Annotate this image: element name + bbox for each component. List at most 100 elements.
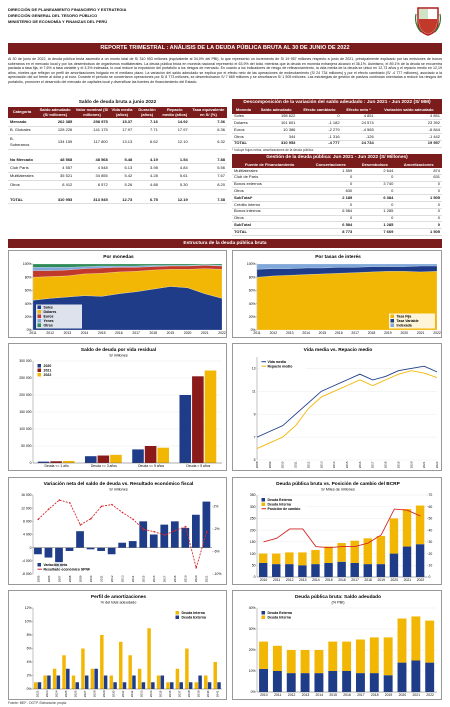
table-row: Bonos internos 6 584 1 285 0 [232, 208, 442, 216]
x-tick-label: 2019 [377, 578, 385, 582]
table-cell: 8 773 [307, 228, 355, 236]
bar [56, 675, 61, 689]
x-tick-label: 2008 [68, 575, 72, 582]
column-header: Desembolsos [354, 161, 396, 169]
x-tick-label: 2017 [357, 693, 365, 697]
bar [376, 536, 386, 565]
x-tick-label: 2027 [83, 690, 87, 697]
table-note: * Incluye flujos netos, amortizaciones d… [232, 147, 314, 152]
y2-tick-label: 20 [429, 552, 433, 556]
y2-tick-label: 60 [429, 505, 433, 509]
bar [411, 616, 421, 661]
bar [356, 673, 365, 692]
y-tick-label: 20% [249, 315, 256, 319]
bar [160, 675, 165, 689]
table-cell: 313 545 [74, 189, 110, 205]
x-tick-label: 2011 [274, 693, 281, 697]
table-row: Euros 10 386 -2 279 -4 565 -6 844 [232, 126, 442, 134]
bar [285, 552, 294, 565]
y-tick-label: 12 000 [21, 506, 31, 510]
y-tick-label: 150 [250, 540, 256, 544]
chart-title: Variación neta del saldo de deuda vs. Re… [44, 481, 194, 487]
coat-of-arms [415, 7, 441, 36]
table-cell: 101 601 [254, 119, 298, 128]
x-tick-label: 2010 [281, 461, 285, 468]
table-cell: -1 182 [297, 119, 342, 128]
point [132, 518, 134, 521]
table-cell: 0 [395, 215, 442, 223]
x-tick-label: 2019 [167, 331, 175, 335]
table-cell: 19 957 [375, 140, 442, 148]
point [69, 502, 71, 504]
y-tick-label: 10% [249, 669, 256, 673]
legend-swatch [390, 314, 394, 318]
table-cell: 4 851 [341, 113, 376, 121]
bar [342, 671, 352, 692]
table-cell: 874 [395, 168, 442, 175]
y-tick-label: 40% [249, 606, 256, 610]
bar [311, 550, 320, 565]
x-tick-label: 2013 [299, 578, 307, 582]
table-cell: 7.38 [189, 189, 227, 205]
x-tick-label: 2010 [260, 693, 268, 697]
x-tick-label: 2022 [36, 690, 40, 697]
x-tick-label: 2022 [435, 461, 439, 468]
column-header: Variación saldo adeudado [375, 107, 442, 114]
table-cell: 7.36 [189, 118, 227, 127]
bar [204, 675, 208, 689]
bar [179, 395, 192, 463]
plot [259, 616, 435, 692]
table-cell: Otros [232, 133, 255, 141]
y-tick-label: 12% [25, 606, 32, 610]
bar [314, 650, 324, 674]
x-tick-label: 2031 [121, 690, 125, 697]
legend-label: 2020 [44, 364, 52, 368]
bar [194, 682, 199, 689]
x-tick-label: 2012 [270, 331, 278, 335]
bar [103, 675, 108, 689]
table-cell: B. Globales [8, 126, 36, 135]
x-tick-label: 2011 [99, 575, 103, 582]
table-cell: 0 [307, 201, 355, 209]
bar [415, 544, 425, 577]
bar [52, 668, 57, 689]
x-tick-label: 2012 [288, 693, 296, 697]
y-tick-label: 50 [252, 563, 256, 567]
chart: Deuda pública bruta vs. Posición de camb… [232, 477, 442, 585]
x-tick-label: 2013 [121, 575, 125, 582]
legend-box [260, 359, 306, 370]
x-tick-label: 2018 [384, 461, 388, 468]
x-tick-label: 2015 [325, 578, 333, 582]
bar [397, 618, 407, 663]
table-cell: 48 568 [74, 149, 110, 165]
table-cell: 4.88 [134, 180, 160, 190]
bar [50, 461, 62, 463]
legend-label: Otros [44, 324, 53, 328]
bar [151, 682, 155, 689]
bar [86, 547, 95, 550]
table-cell: 4 557 [35, 163, 75, 173]
table-cell: 12.19 [159, 189, 190, 205]
x-tick-label: 2019 [385, 693, 393, 697]
bar [369, 637, 379, 674]
x-tick-label: 2017 [351, 331, 359, 335]
x-tick-label: 2016 [152, 575, 156, 582]
bar [300, 673, 310, 692]
bar [170, 521, 179, 548]
bar [258, 553, 268, 563]
x-tick-label: 2018 [371, 693, 379, 697]
point [58, 499, 61, 501]
legend-swatch [261, 611, 265, 615]
table-cell: 6 384 [354, 194, 396, 202]
x-tick-label: 2034 [149, 690, 153, 697]
table-cell: Club París [8, 163, 36, 173]
x-tick-label: 2023 [45, 690, 49, 697]
table-cell: 6.36 [189, 126, 227, 135]
legend-swatch [261, 498, 265, 502]
column-header: Duración (años) [134, 107, 160, 119]
x-tick-label: 2022 [433, 331, 441, 335]
table-cell: Club de París [232, 174, 308, 182]
bar [149, 534, 158, 548]
table-cell: 7.71 [134, 126, 160, 135]
x-tick-label: 2011 [273, 578, 280, 582]
